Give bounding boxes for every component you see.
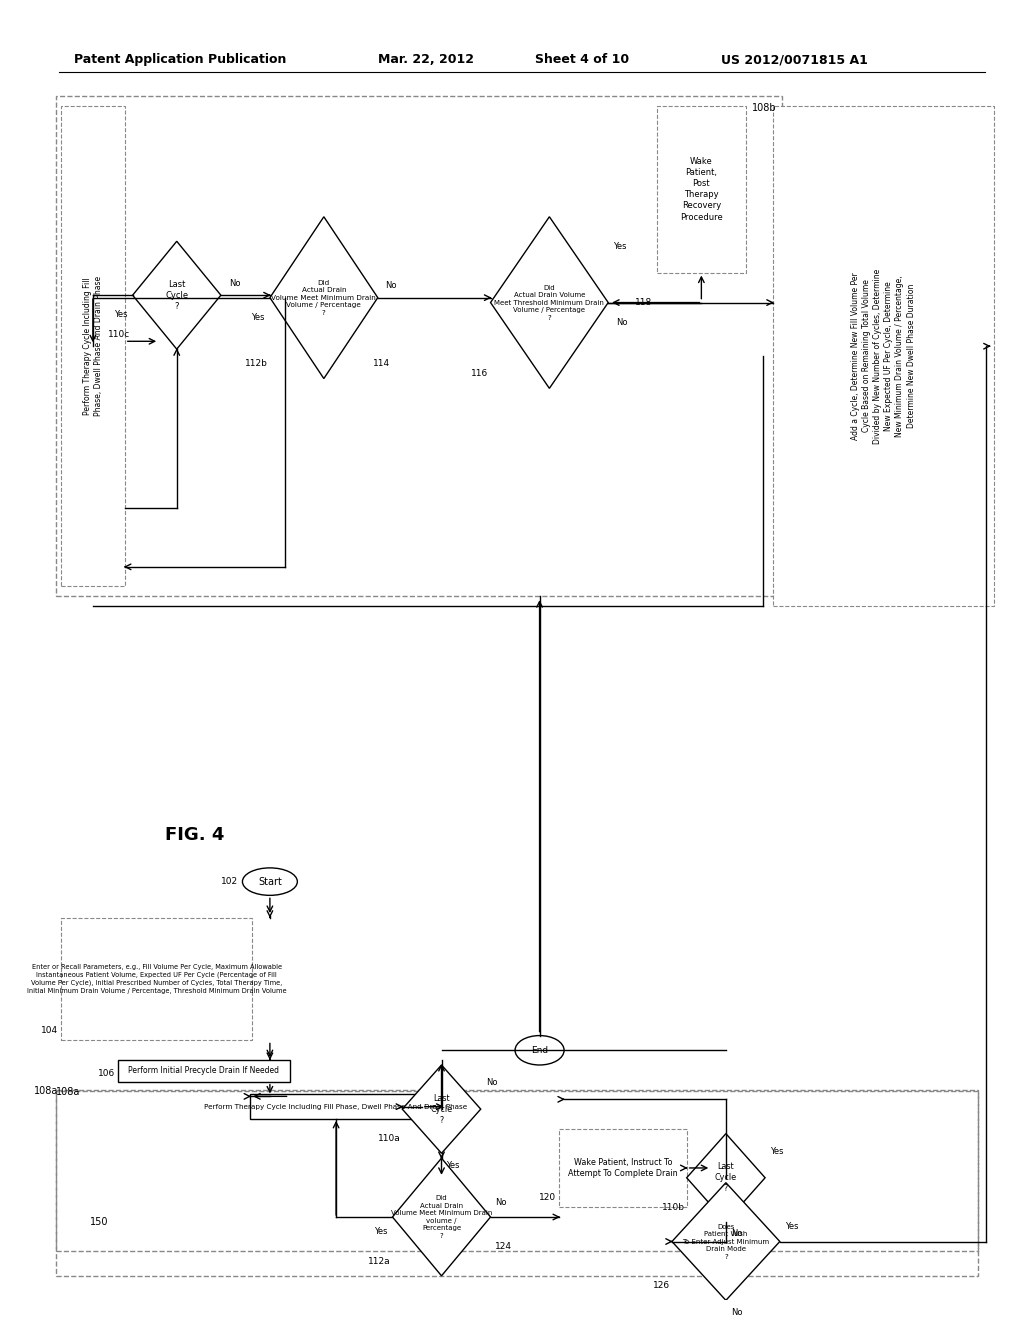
Text: No: No: [228, 279, 241, 288]
Text: 110b: 110b: [662, 1203, 685, 1212]
Text: 116: 116: [471, 370, 488, 378]
Text: 110c: 110c: [109, 330, 131, 339]
Text: Did
Actual Drain Volume
Meet Threshold Minimum Drain
Volume / Percentage
?: Did Actual Drain Volume Meet Threshold M…: [495, 285, 604, 321]
Text: Yes: Yes: [114, 310, 128, 319]
Text: Last
Cycle
?: Last Cycle ?: [715, 1162, 737, 1193]
Bar: [56, 1092, 978, 1251]
Text: No: No: [496, 1197, 507, 1206]
Polygon shape: [270, 216, 378, 379]
Text: Did
Actual Drain
Volume Meet Minimum Drain
volume /
Percentage
?: Did Actual Drain Volume Meet Minimum Dra…: [391, 1195, 493, 1238]
Polygon shape: [672, 1183, 780, 1300]
Text: No: No: [386, 281, 397, 290]
Bar: [61, 106, 125, 586]
Bar: [118, 1060, 290, 1081]
Text: No: No: [485, 1078, 497, 1088]
Text: Yes: Yes: [251, 313, 265, 322]
Text: US 2012/0071815 A1: US 2012/0071815 A1: [721, 53, 868, 66]
Text: Last
Cycle
?: Last Cycle ?: [430, 1093, 453, 1125]
Text: 126: 126: [653, 1282, 670, 1290]
Text: Wake Patient, Instruct To
Attempt To Complete Drain: Wake Patient, Instruct To Attempt To Com…: [568, 1158, 678, 1177]
Text: Add a Cycle, Determine New Fill Volume Per
Cycle Based on Remaining Total Volume: Add a Cycle, Determine New Fill Volume P…: [851, 268, 915, 444]
Bar: [657, 106, 745, 273]
Text: Enter or Recall Parameters, e.g., Fill Volume Per Cycle, Maximum Allowable
Insta: Enter or Recall Parameters, e.g., Fill V…: [27, 965, 287, 994]
Bar: [559, 1129, 687, 1208]
Text: Yes: Yes: [613, 242, 627, 251]
Text: No: No: [731, 1308, 742, 1316]
Bar: [773, 106, 993, 606]
Text: Patent Application Publication: Patent Application Publication: [74, 53, 286, 66]
Polygon shape: [402, 1065, 480, 1154]
Text: 104: 104: [41, 1026, 58, 1035]
Text: End: End: [531, 1045, 548, 1055]
Text: Mar. 22, 2012: Mar. 22, 2012: [378, 53, 474, 66]
Text: 150: 150: [89, 1217, 109, 1226]
Bar: [56, 96, 781, 597]
Text: Perform Therapy Cycle Including Fill Phase, Dwell Phase And Drain Phase: Perform Therapy Cycle Including Fill Pha…: [205, 1104, 468, 1110]
Ellipse shape: [243, 867, 297, 895]
Text: Start: Start: [258, 876, 282, 887]
Text: Yes: Yes: [770, 1147, 783, 1156]
Text: 108a: 108a: [34, 1086, 58, 1097]
Text: 118: 118: [635, 298, 652, 308]
Bar: [250, 1094, 422, 1119]
Polygon shape: [687, 1134, 765, 1222]
Text: 108b: 108b: [753, 103, 777, 114]
Text: Wake
Patient,
Post
Therapy
Recovery
Procedure: Wake Patient, Post Therapy Recovery Proc…: [680, 157, 723, 222]
Text: 114: 114: [373, 359, 390, 368]
Text: 102: 102: [221, 876, 239, 886]
Text: Perform Initial Precycle Drain If Needed: Perform Initial Precycle Drain If Needed: [128, 1067, 280, 1076]
Text: Does
Patient Wish
To Enter Adjust Minimum
Drain Mode
?: Does Patient Wish To Enter Adjust Minimu…: [682, 1224, 769, 1259]
Text: Yes: Yes: [374, 1228, 387, 1237]
Text: Perform Therapy Cycle Including Fill
Phase, Dwell Phase And Drain Phase: Perform Therapy Cycle Including Fill Pha…: [83, 276, 102, 416]
Bar: [61, 917, 252, 1040]
Text: 108a: 108a: [56, 1088, 81, 1097]
Text: Yes: Yes: [446, 1160, 460, 1170]
Text: 124: 124: [496, 1242, 512, 1251]
Text: Last
Cycle
?: Last Cycle ?: [165, 280, 188, 310]
Text: 106: 106: [97, 1069, 115, 1078]
Text: Yes: Yes: [784, 1222, 799, 1232]
Polygon shape: [133, 242, 221, 348]
Text: 110a: 110a: [378, 1134, 400, 1143]
Text: No: No: [731, 1229, 742, 1238]
Text: 120: 120: [539, 1193, 556, 1203]
Bar: [56, 1089, 978, 1276]
Text: FIG. 4: FIG. 4: [165, 825, 224, 843]
Polygon shape: [392, 1158, 490, 1276]
Ellipse shape: [515, 1036, 564, 1065]
Text: No: No: [616, 318, 628, 326]
Text: 112b: 112b: [245, 359, 268, 368]
Text: Did
Actual Drain
Volume Meet Minimum Drain
Volume / Percentage
?: Did Actual Drain Volume Meet Minimum Dra…: [271, 280, 376, 315]
Polygon shape: [490, 216, 608, 388]
Text: 112a: 112a: [368, 1257, 390, 1266]
Text: Sheet 4 of 10: Sheet 4 of 10: [535, 53, 629, 66]
